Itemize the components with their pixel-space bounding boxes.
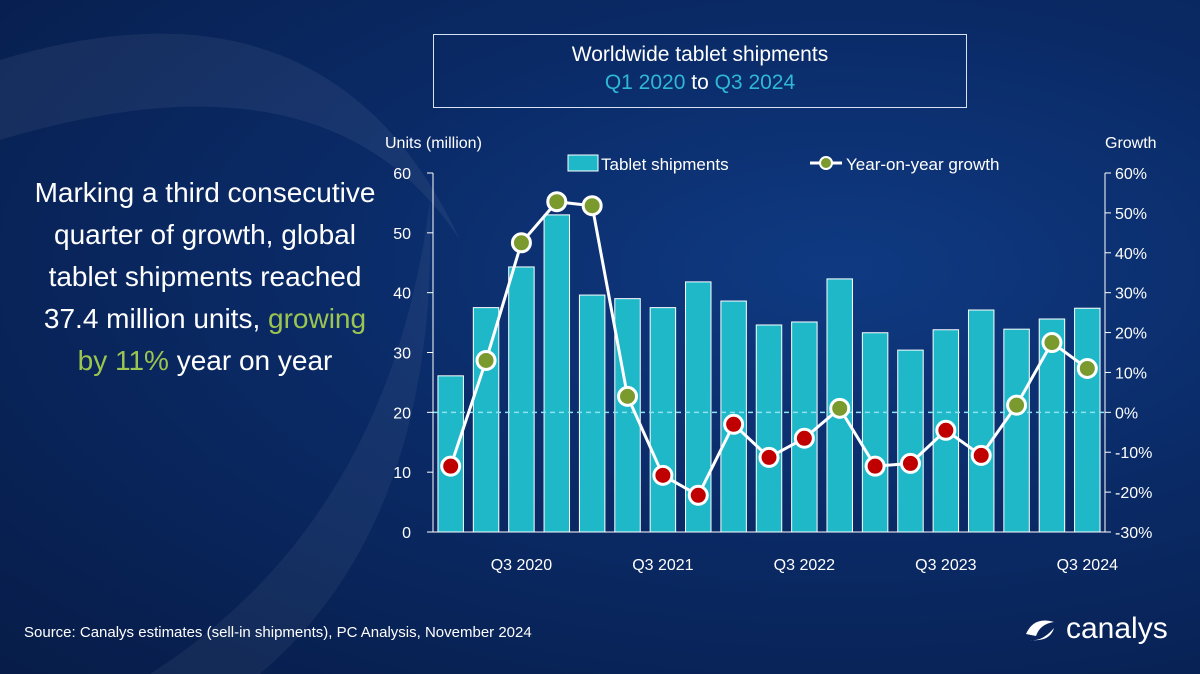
background-swoosh-lower xyxy=(150,200,431,674)
bar-q1-2023 xyxy=(861,332,889,533)
canalys-logo-icon xyxy=(1026,620,1054,641)
headline-post: year on year xyxy=(168,345,333,376)
headline-pre: Marking a third consecutive quarter of g… xyxy=(34,177,376,334)
y2-axis-label: Growth xyxy=(1105,135,1157,152)
x-tick-label: Q3 2023 xyxy=(915,557,976,574)
growth-point-q4-2020 xyxy=(546,191,568,213)
bar-q1-2021 xyxy=(578,294,606,533)
chart-title: Worldwide tablet shipments xyxy=(571,43,829,66)
chart-subtitle: Q1 2020 to Q3 2024 xyxy=(434,71,966,95)
y2-tick-label: 0% xyxy=(1115,405,1138,422)
x-tick-label: Q3 2022 xyxy=(774,557,835,574)
y-tick-label: 40 xyxy=(393,286,411,303)
growth-point-q2-2020 xyxy=(475,349,497,371)
period-start: Q1 2020 xyxy=(604,71,686,94)
bar-q3-2022 xyxy=(791,321,818,533)
bar-q1-2020 xyxy=(437,375,464,533)
logo-text: canalys xyxy=(1066,612,1168,645)
y-tick-label: 20 xyxy=(393,405,411,422)
y-tick-label: 0 xyxy=(402,525,411,542)
growth-point-q3-2020 xyxy=(510,232,532,254)
legend-bar-swatch xyxy=(567,154,599,172)
bar-q2-2020 xyxy=(472,307,500,533)
bar-q3-2020 xyxy=(508,266,535,533)
growth-point-q2-2021 xyxy=(617,385,639,407)
x-tick-label: Q3 2024 xyxy=(1057,557,1118,574)
bar-q1-2024 xyxy=(1003,328,1030,533)
growth-point-q2-2024 xyxy=(1041,332,1063,354)
growth-point-q1-2024 xyxy=(1006,394,1028,416)
y-tick-label: 30 xyxy=(393,346,411,363)
bar-q3-2024 xyxy=(1074,307,1101,533)
bar-q4-2023 xyxy=(967,309,995,533)
legend: Tablet shipments Year-on-year growth xyxy=(567,154,999,174)
growth-point-q1-2021 xyxy=(581,195,603,217)
y2-tick-label: 20% xyxy=(1115,326,1147,343)
headline-highlight: growing by 11% xyxy=(77,303,367,376)
legend-line-label: Year-on-year growth xyxy=(846,155,999,174)
growth-point-q1-2020 xyxy=(440,455,462,477)
bar-q2-2022 xyxy=(755,324,783,533)
y-tick-label: 10 xyxy=(393,465,411,482)
bar-q2-2023 xyxy=(897,349,924,533)
growth-point-q3-2024 xyxy=(1076,357,1098,379)
y-axis-label: Units (million) xyxy=(385,135,482,152)
growth-point-q3-2022 xyxy=(793,427,815,449)
growth-point-q2-2022 xyxy=(758,446,780,468)
growth-point-q4-2022 xyxy=(829,397,851,419)
y2-tick-label: -10% xyxy=(1115,445,1152,462)
y-tick-label: 60 xyxy=(393,166,411,183)
growth-point-q4-2023 xyxy=(970,444,992,466)
x-tick-label: Q3 2020 xyxy=(491,557,552,574)
growth-point-q2-2023 xyxy=(899,452,921,474)
period-to: to xyxy=(691,71,709,94)
y2-tick-label: 40% xyxy=(1115,246,1147,263)
growth-point-q3-2023 xyxy=(935,419,957,441)
bar-q3-2021 xyxy=(649,307,677,533)
y2-tick-label: 30% xyxy=(1115,286,1147,303)
growth-point-q1-2023 xyxy=(864,455,886,477)
y-tick-label: 50 xyxy=(393,226,411,243)
y2-tick-label: -20% xyxy=(1115,485,1152,502)
growth-point-q4-2021 xyxy=(687,484,709,506)
growth-point-q1-2022 xyxy=(723,413,745,435)
bar-q4-2020 xyxy=(543,214,571,533)
y2-tick-label: 60% xyxy=(1115,166,1147,183)
legend-marker xyxy=(819,156,833,170)
y2-tick-label: 50% xyxy=(1115,206,1147,223)
bar-q2-2024 xyxy=(1038,318,1066,533)
canalys-logo: canalys xyxy=(1022,612,1182,646)
period-end: Q3 2024 xyxy=(714,71,796,94)
x-tick-label: Q3 2021 xyxy=(632,557,693,574)
background-swoosh xyxy=(0,33,460,241)
legend-bar-label: Tablet shipments xyxy=(601,155,729,174)
headline-text: Marking a third consecutive quarter of g… xyxy=(30,172,380,382)
growth-point-q3-2021 xyxy=(652,464,674,486)
chart-title-box: Worldwide tablet shipments Q1 2020 to Q3… xyxy=(433,34,967,108)
y2-tick-label: 10% xyxy=(1115,365,1147,382)
y2-tick-label: -30% xyxy=(1115,525,1152,542)
source-note: Source: Canalys estimates (sell-in shipm… xyxy=(24,624,532,641)
